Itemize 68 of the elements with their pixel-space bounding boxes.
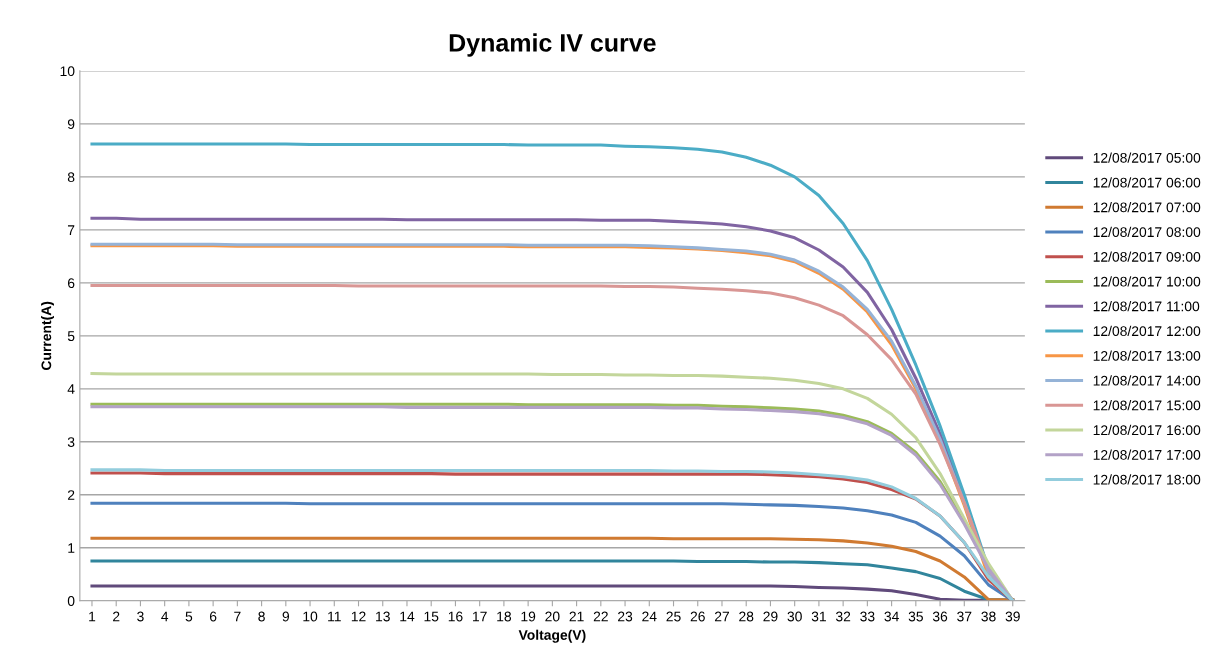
x-tick-label: 3 — [137, 611, 144, 622]
y-tick-label: 10 — [60, 66, 75, 77]
legend-label: 12/08/2017 14:00 — [1093, 375, 1201, 386]
y-tick-label: 8 — [67, 172, 75, 183]
x-tick-label: 31 — [811, 611, 826, 622]
x-tick-label: 29 — [763, 611, 778, 622]
y-tick-label: 7 — [67, 225, 75, 235]
x-tick-label: 8 — [258, 611, 265, 622]
y-tick-label: 4 — [67, 384, 75, 394]
y-axis-title: Current(A) — [41, 301, 54, 370]
line-series — [90, 536, 1015, 601]
legend-label: 12/08/2017 07:00 — [1093, 202, 1201, 213]
legend-label: 12/08/2017 12:00 — [1093, 325, 1201, 337]
chart-title: Dynamic IV curve — [449, 33, 656, 57]
y-tick-label: 5 — [67, 331, 75, 342]
legend-label: 12/08/2017 13:00 — [1093, 350, 1201, 361]
legend-label: 12/08/2017 17:00 — [1093, 449, 1201, 460]
x-tick-label: 14 — [400, 611, 415, 622]
x-tick-label: 4 — [161, 611, 169, 622]
x-tick-label: 10 — [303, 611, 318, 622]
x-tick-label: 20 — [545, 611, 560, 622]
x-tick-label: 38 — [981, 611, 996, 622]
x-tick-label: 7 — [234, 611, 241, 622]
legend-label: 12/08/2017 16:00 — [1093, 424, 1201, 436]
x-tick-label: 25 — [666, 611, 681, 622]
x-tick-label: 37 — [957, 611, 972, 622]
x-tick-label: 15 — [424, 611, 439, 622]
x-tick-label: 18 — [497, 611, 512, 622]
legend-label: 12/08/2017 05:00 — [1093, 152, 1201, 163]
x-tick-label: 32 — [835, 611, 851, 622]
x-tick-label: 24 — [642, 611, 657, 622]
x-tick-label: 33 — [860, 611, 875, 622]
x-tick-label: 5 — [185, 611, 193, 622]
x-tick-label: 9 — [282, 611, 290, 622]
x-tick-label: 30 — [787, 611, 802, 622]
x-tick-label: 34 — [884, 611, 899, 622]
x-tick-label: 19 — [521, 611, 536, 622]
legend-label: 12/08/2017 11:00 — [1093, 301, 1200, 312]
y-tick-label: 2 — [67, 490, 75, 500]
x-tick-label: 1 — [89, 611, 96, 622]
x-tick-label: 36 — [932, 611, 948, 622]
legend-label: 12/08/2017 15:00 — [1093, 400, 1201, 411]
legend-label: 12/08/2017 18:00 — [1093, 474, 1201, 485]
x-tick-label: 6 — [209, 611, 217, 622]
x-tick-label: 21 — [569, 611, 584, 622]
y-tick-label: 1 — [68, 543, 75, 553]
x-tick-label: 12 — [351, 611, 366, 622]
x-tick-label: 26 — [690, 611, 705, 622]
x-axis-title: Voltage(V) — [518, 629, 586, 643]
x-tick-label: 23 — [618, 611, 633, 622]
y-tick-label: 9 — [67, 119, 75, 130]
y-tick-label: 3 — [67, 437, 75, 447]
x-tick-label: 22 — [593, 611, 608, 622]
x-tick-label: 27 — [714, 611, 730, 622]
x-tick-label: 16 — [448, 611, 463, 622]
x-tick-label: 2 — [113, 611, 120, 622]
y-tick-label: 0 — [67, 596, 75, 606]
legend-label: 12/08/2017 08:00 — [1093, 226, 1201, 238]
x-tick-label: 13 — [376, 611, 390, 622]
x-tick-label: 35 — [908, 611, 923, 622]
x-tick-label: 17 — [473, 611, 487, 622]
legend-label: 12/08/2017 09:00 — [1093, 251, 1201, 262]
x-tick-label: 11 — [328, 611, 341, 622]
x-tick-label: 39 — [1005, 611, 1020, 622]
legend-label: 12/08/2017 10:00 — [1093, 276, 1201, 287]
x-tick-label: 28 — [739, 611, 754, 622]
y-tick-label: 6 — [67, 278, 75, 289]
legend-label: 12/08/2017 06:00 — [1093, 177, 1201, 188]
